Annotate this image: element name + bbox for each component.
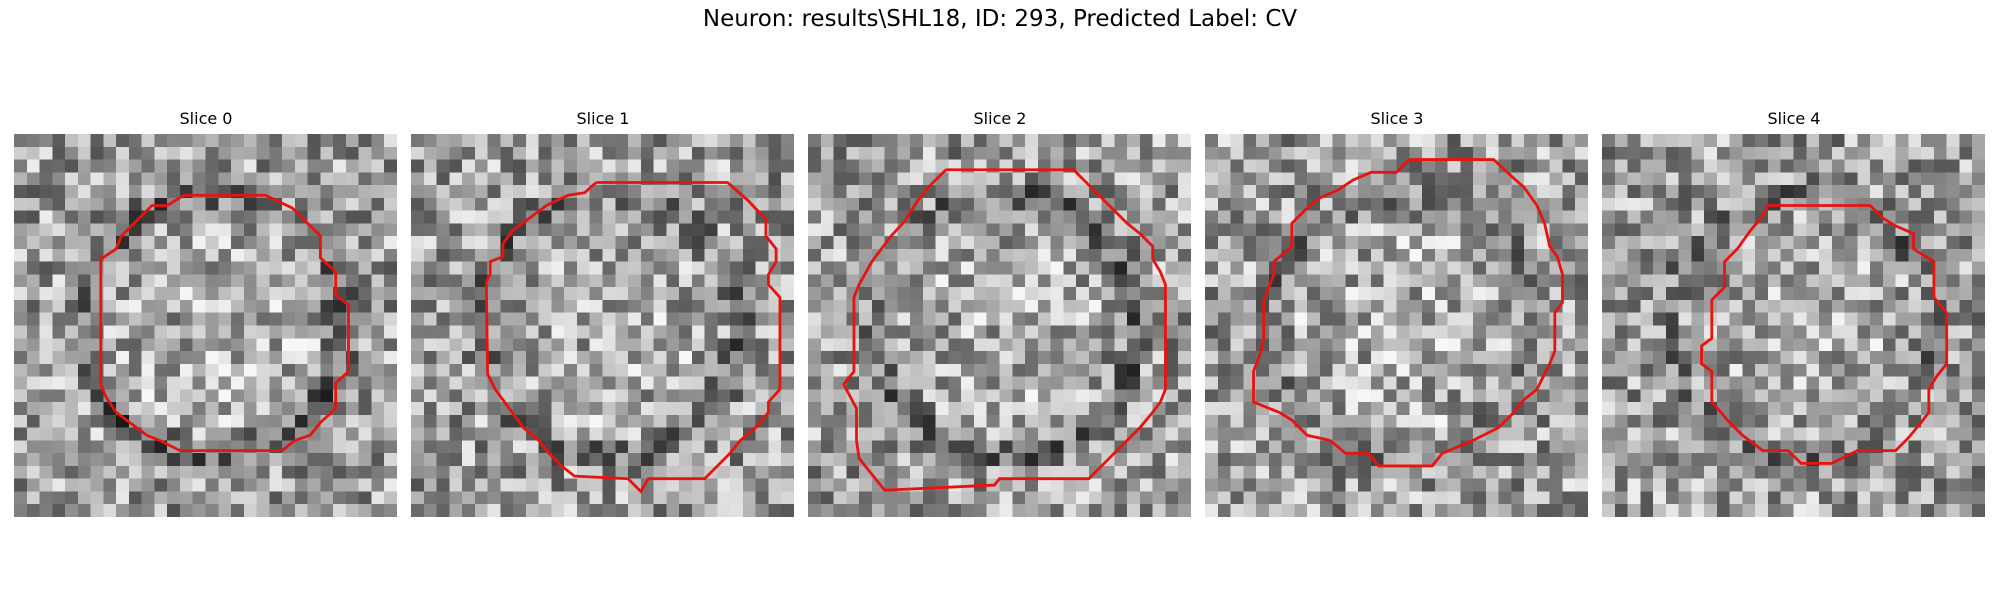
segmentation-contour bbox=[484, 181, 782, 494]
segmentation-contour bbox=[99, 193, 350, 453]
slice-image bbox=[411, 134, 794, 517]
slice-title: Slice 2 bbox=[973, 109, 1027, 128]
pixel-grid bbox=[411, 134, 794, 517]
slice-image bbox=[1602, 134, 1985, 517]
segmentation-contour bbox=[842, 168, 1167, 492]
segmentation-contour bbox=[1252, 158, 1564, 468]
slice-image bbox=[14, 134, 397, 517]
pixel-grid bbox=[1205, 134, 1588, 517]
slice-panel-1: Slice 1 bbox=[411, 108, 795, 517]
figure-title: Neuron: results\SHL18, ID: 293, Predicte… bbox=[702, 6, 1298, 32]
segmentation-contour bbox=[1700, 204, 1949, 465]
slice-panel-0: Slice 0 bbox=[14, 108, 398, 517]
slice-title: Slice 1 bbox=[576, 109, 630, 128]
slice-panel-4: Slice 4 bbox=[1602, 108, 1986, 517]
pixel-grid bbox=[14, 134, 397, 517]
pixel-grid bbox=[1602, 134, 1985, 517]
slice-panel-2: Slice 2 bbox=[808, 108, 1192, 517]
slice-title: Slice 4 bbox=[1767, 109, 1821, 128]
slice-image bbox=[808, 134, 1191, 517]
slice-title: Slice 0 bbox=[179, 109, 233, 128]
slice-panel-3: Slice 3 bbox=[1205, 108, 1589, 517]
slice-image bbox=[1205, 134, 1588, 517]
pixel-grid bbox=[808, 134, 1191, 517]
slice-title: Slice 3 bbox=[1370, 109, 1424, 128]
